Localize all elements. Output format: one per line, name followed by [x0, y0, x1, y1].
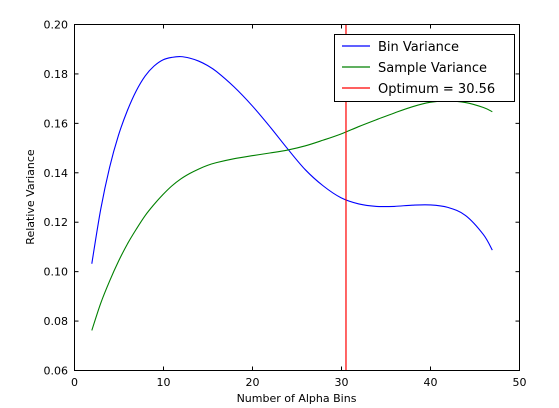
y-tick-label: 0.20 — [44, 19, 69, 32]
y-tick-label: 0.12 — [44, 216, 69, 229]
x-tick-label: 0 — [71, 376, 78, 389]
x-tick-label: 30 — [335, 376, 349, 389]
x-tick-label: 20 — [246, 376, 260, 389]
x-axis-label: Number of Alpha Bins — [237, 392, 357, 405]
y-tick-label: 0.06 — [44, 365, 69, 378]
y-tick-label: 0.14 — [44, 167, 69, 180]
y-tick-label: 0.18 — [44, 68, 69, 81]
legend-entry-label: Sample Variance — [378, 61, 487, 76]
x-tick-label: 40 — [424, 376, 438, 389]
legend: Bin Variance Sample Variance Optimum = 30.… — [334, 34, 515, 102]
plot-frame — [74, 24, 520, 371]
series-line-bin-variance — [91, 56, 493, 264]
x-tick-label: 50 — [513, 376, 527, 389]
ticks-layer: 0 10 20 30 40 50 0.06 0.08 0.10 0.12 0.14 0.16 0.18 0… — [44, 19, 527, 390]
y-axis-label: Relative Variance — [24, 149, 37, 245]
x-tick-label: 10 — [157, 376, 171, 389]
series-line-sample-variance — [91, 100, 493, 331]
y-tick-label: 0.16 — [44, 117, 69, 130]
legend-entry-label: Optimum = 30.56 — [378, 82, 495, 97]
legend-entry-label: Bin Variance — [378, 40, 459, 55]
y-tick-label: 0.10 — [44, 266, 69, 279]
y-tick-label: 0.08 — [44, 315, 69, 328]
